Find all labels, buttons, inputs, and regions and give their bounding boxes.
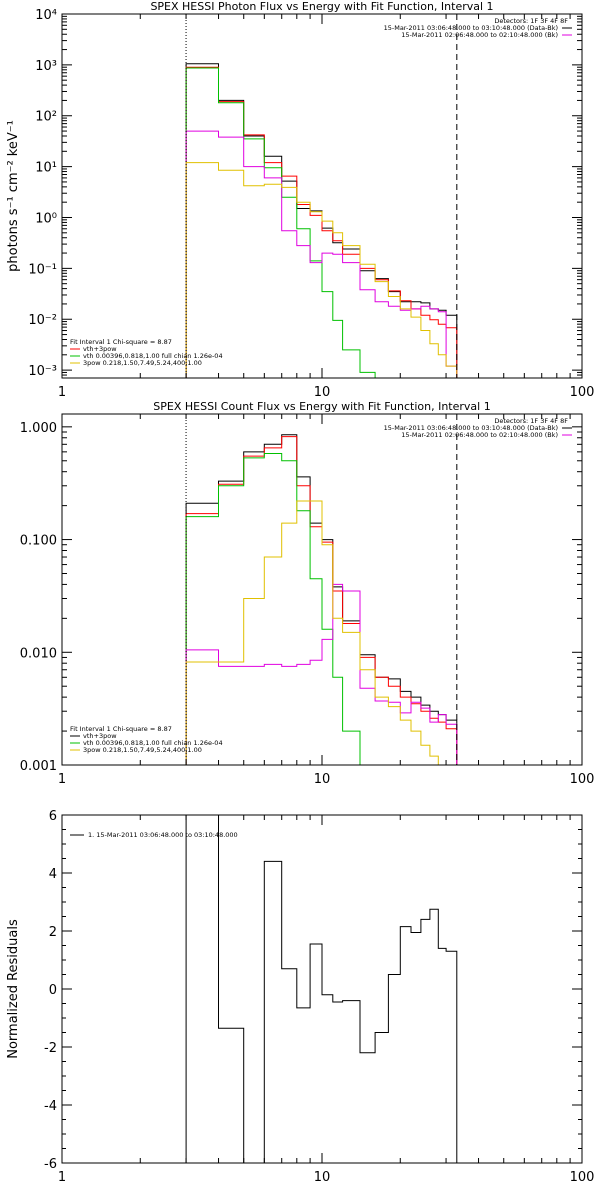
y-tick-label: 1.000 xyxy=(20,421,57,436)
series-line-3pow xyxy=(185,130,458,378)
y-tick-label: 0 xyxy=(49,983,57,998)
x-tick-label: 10 xyxy=(314,1170,331,1185)
y-tick-label: 6 xyxy=(49,809,57,824)
series-line-vth xyxy=(185,453,361,765)
series-group xyxy=(185,63,458,378)
x-tick-label: 1 xyxy=(58,385,66,400)
fit-legend-label: 3pow 0.218,1.50,7.49,5.24,400,1.00 xyxy=(83,746,202,754)
count-flux-panel: SPEX HESSI Count Flux vs Energy with Fit… xyxy=(20,400,595,787)
legend-header: Detectors: 1F 3F 4F 8F xyxy=(494,17,568,25)
y-tick-label: -6 xyxy=(44,1157,57,1172)
y-tick-label: 10⁴ xyxy=(35,8,57,23)
x-tick-label: 100 xyxy=(570,772,595,787)
x-tick-label: 100 xyxy=(570,385,595,400)
fit-legend-label: vth 0.00396,0.818,1.00 full chian 1.26e-… xyxy=(83,739,223,747)
series-line-3pow-2 xyxy=(185,500,439,765)
legend-item-label: 1. 15-Mar-2011 03:06:48.000 to 03:10:48.… xyxy=(88,831,238,839)
fit-legend-label: vth+3pow xyxy=(83,345,117,353)
y-tick-label: -4 xyxy=(44,1099,57,1114)
photon-flux-panel: SPEX HESSI Photon Flux vs Energy with Fi… xyxy=(6,0,595,400)
y-tick-label: 10¹ xyxy=(35,161,57,176)
y-tick-label: 0.001 xyxy=(20,759,57,774)
y-tick-label: 10⁻² xyxy=(28,313,57,328)
fit-legend-label: vth+3pow xyxy=(83,732,117,740)
y-tick-label: 0.100 xyxy=(20,534,57,549)
x-tick-label: 10 xyxy=(314,772,331,787)
y-tick-label: 10³ xyxy=(35,59,57,74)
y-axis-label: Normalized Residuals xyxy=(6,919,21,1059)
x-tick-label: 10 xyxy=(314,385,331,400)
series-group xyxy=(185,815,458,1163)
y-tick-label: -2 xyxy=(44,1041,57,1056)
y-tick-label: 10⁰ xyxy=(35,211,57,226)
fit-legend-label: 3pow 0.218,1.50,7.49,5.24,400,1.00 xyxy=(83,359,202,367)
fit-legend-label: vth 0.00396,0.818,1.00 full chian 1.26e-… xyxy=(83,352,223,360)
y-tick-label: 10² xyxy=(35,110,57,125)
y-tick-label: 10⁻³ xyxy=(28,364,57,379)
y-tick-label: 10⁻¹ xyxy=(28,262,57,277)
y-tick-label: 4 xyxy=(49,867,57,882)
x-tick-label: 100 xyxy=(570,1170,595,1185)
fit-legend-header: Fit Interval 1 Chi-square = 8.87 xyxy=(70,725,172,733)
panel-title: SPEX HESSI Count Flux vs Energy with Fit… xyxy=(153,400,490,413)
legend-item-label: 15-Mar-2011 03:06:48.000 to 03:10:48.000… xyxy=(384,424,558,432)
y-axis-label: photons s⁻¹ cm⁻² keV⁻¹ xyxy=(6,120,21,272)
legend-item-label: 15-Mar-2011 03:06:48.000 to 03:10:48.000… xyxy=(384,24,558,32)
legend-header: Detectors: 1F 3F 4F 8F xyxy=(494,417,568,425)
legend-item-label: 15-Mar-2011 02:06:48.000 to 02:10:48.000… xyxy=(401,31,558,39)
legend-item-label: 15-Mar-2011 02:06:48.000 to 02:10:48.000… xyxy=(401,431,558,439)
series-line-vth xyxy=(185,67,376,378)
x-tick-label: 1 xyxy=(58,772,66,787)
y-tick-label: 2 xyxy=(49,925,57,940)
series-line-data xyxy=(185,63,458,378)
residuals-panel: Normalized Residuals 1 10 100 -6 -4 -2 0 2 4 6 1. … xyxy=(6,809,594,1185)
series-line-data xyxy=(185,434,458,765)
axes-frame xyxy=(61,13,583,379)
series-line-3pow-2 xyxy=(185,162,458,378)
series-line-vth-3pow xyxy=(185,66,458,378)
panel-title: SPEX HESSI Photon Flux vs Energy with Fi… xyxy=(150,0,493,13)
fit-legend-header: Fit Interval 1 Chi-square = 8.87 xyxy=(70,338,172,346)
series-line-3pow xyxy=(185,583,458,765)
series-group xyxy=(185,434,458,765)
y-tick-label: 0.010 xyxy=(20,646,57,661)
series-line-1-15-mar-2011-03-06-48-000-to-03-10-48-000 xyxy=(185,815,458,1163)
x-tick-label: 1 xyxy=(58,1170,66,1185)
series-line-vth-3pow xyxy=(185,436,458,765)
